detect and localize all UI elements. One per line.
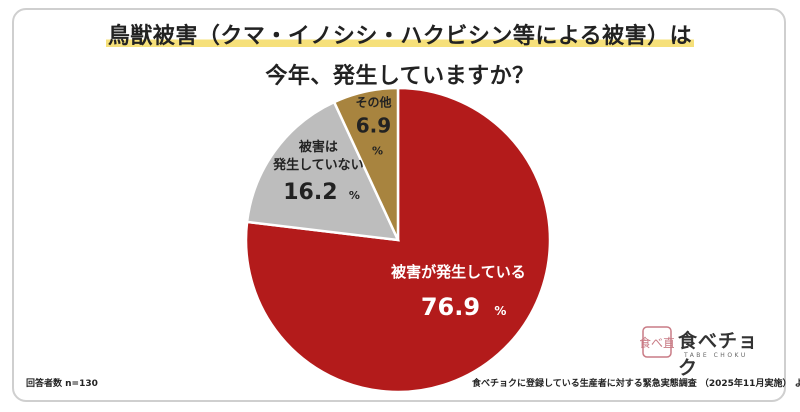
label-damage-occurred: 被害が発生している bbox=[391, 263, 526, 281]
unit-no-damage: % bbox=[349, 189, 360, 202]
chart-title-line1: 鳥獣被害（クマ・イノシシ・ハクビシン等による被害）は bbox=[0, 18, 800, 50]
value-other: 6.9 bbox=[356, 114, 391, 138]
label-other: その他 bbox=[355, 95, 391, 110]
label-no-damage-line2: 発生していない bbox=[272, 157, 364, 173]
slice-other bbox=[332, 86, 400, 241]
value-no-damage: 16.2 bbox=[283, 180, 337, 205]
sample-size: 回答者数 n=130 bbox=[26, 379, 98, 389]
brand-name: 食べチョク bbox=[678, 330, 759, 379]
unit-other: % bbox=[372, 145, 383, 158]
brand-logo: 食べ直 食べチョク TABE CHOKU bbox=[636, 322, 776, 379]
chart-title-highlight: 鳥獣被害（クマ・イノシシ・ハクビシン等による被害）は bbox=[105, 24, 695, 49]
chart-title-line2: 今年、発生していますか？ bbox=[265, 64, 535, 89]
slice-damage-occurred bbox=[244, 86, 552, 394]
slice-no-damage bbox=[245, 100, 401, 242]
label-no-damage-line1: 被害は bbox=[298, 139, 338, 155]
unit-damage-occurred: % bbox=[494, 304, 506, 318]
svg-text:食べ直: 食べ直 bbox=[640, 335, 674, 350]
brand-stamp-icon: 食べ直 bbox=[640, 326, 674, 358]
value-damage-occurred: 76.9 bbox=[421, 293, 480, 321]
source-note: 食べチョクに登録している生産者に対する緊急実態調査 （2025年11月実施） よ… bbox=[472, 379, 800, 389]
brand-subname: TABE CHOKU bbox=[684, 352, 748, 359]
